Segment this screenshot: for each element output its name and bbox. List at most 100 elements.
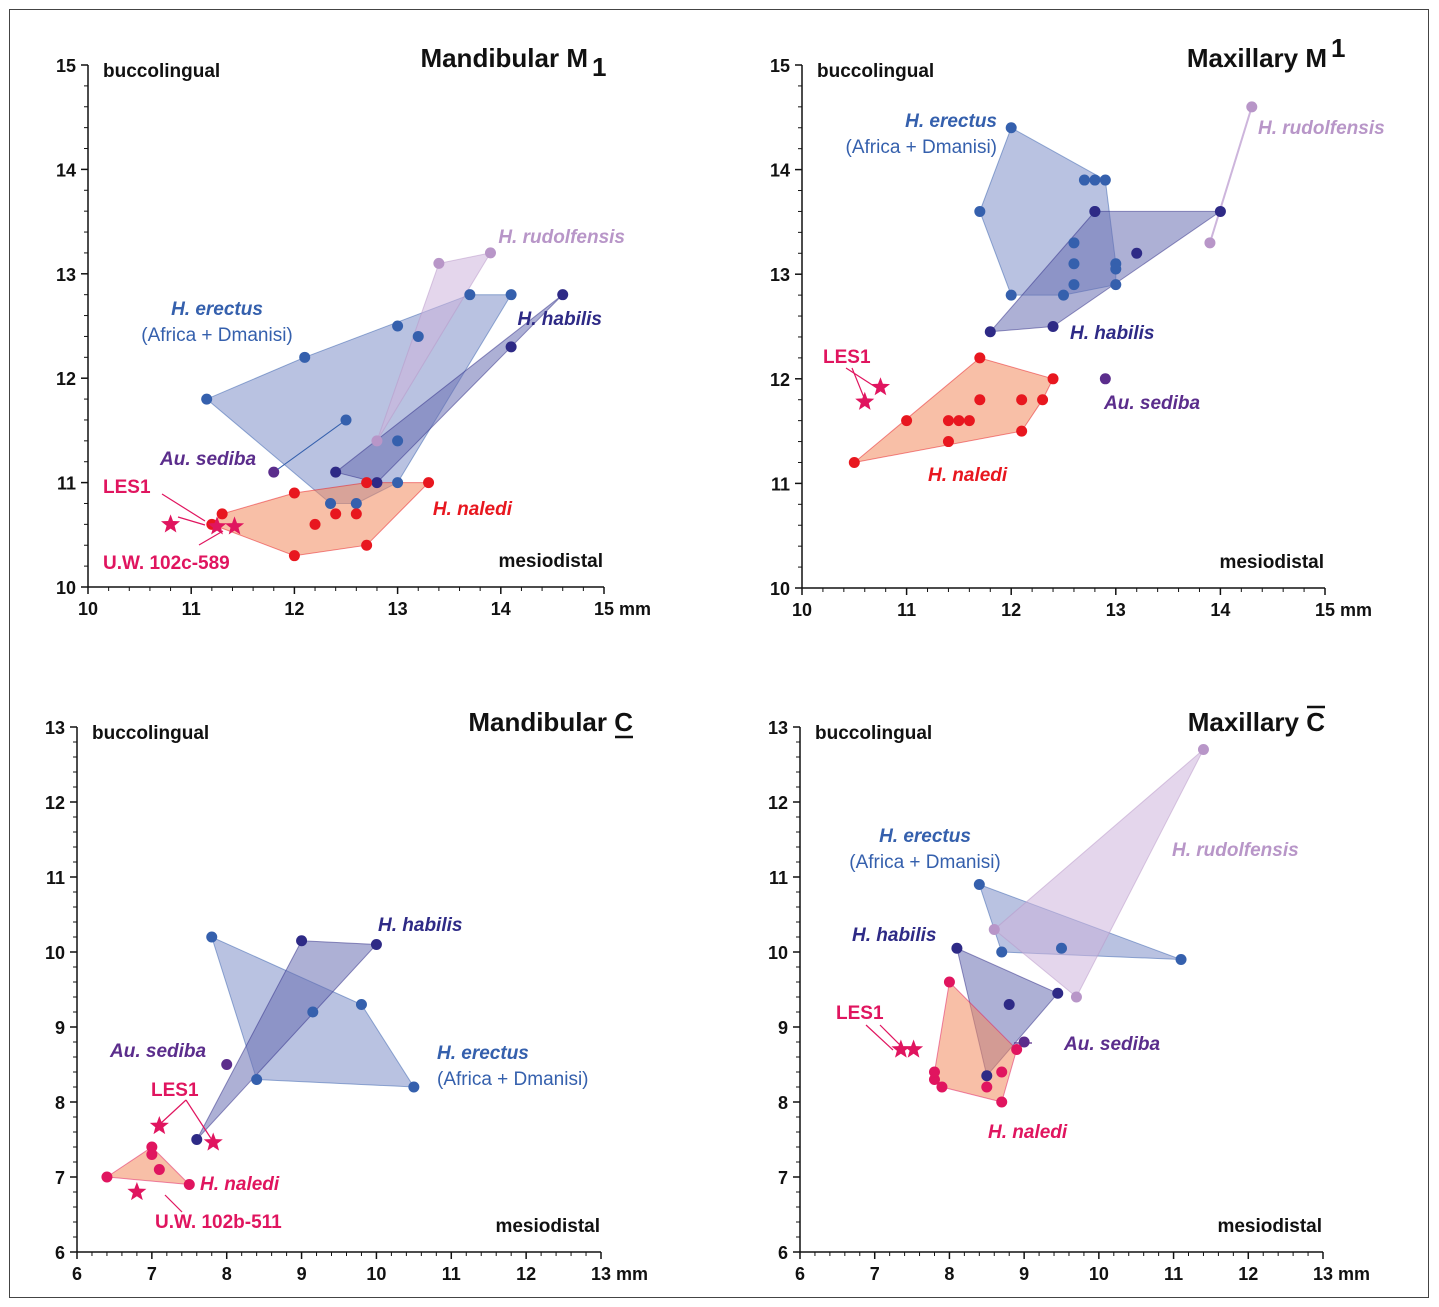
series-h-erectus xyxy=(974,122,1122,301)
series-label-u-w-102b-511: U.W. 102b-511 xyxy=(155,1212,282,1233)
data-point xyxy=(901,415,913,427)
data-point xyxy=(392,320,404,332)
data-point xyxy=(974,352,986,364)
data-point xyxy=(392,477,404,489)
data-point xyxy=(1078,174,1090,186)
y-tick-label: 15 xyxy=(770,56,790,76)
series-h-erectus xyxy=(973,879,1187,965)
data-point xyxy=(464,289,476,301)
series-label-h-naledi: H. naledi xyxy=(928,465,1008,486)
data-point xyxy=(355,999,367,1010)
data-point xyxy=(942,415,954,427)
series-u-w-102c-589 xyxy=(161,514,181,533)
label-leader xyxy=(164,1194,183,1213)
data-point xyxy=(191,1134,203,1145)
series-label-les1: LES1 xyxy=(823,347,871,368)
data-point xyxy=(1068,279,1080,291)
y-tick-label: 12 xyxy=(768,793,788,813)
series-label-h-naledi: H. naledi xyxy=(200,1174,280,1195)
y-tick-label: 6 xyxy=(778,1243,788,1263)
data-point xyxy=(1175,954,1187,965)
data-point xyxy=(1047,373,1059,385)
data-point xyxy=(973,879,985,890)
range-polygons xyxy=(934,749,1204,1103)
data-point xyxy=(1089,174,1101,186)
label-leader xyxy=(177,516,206,526)
data-point xyxy=(1068,237,1080,249)
range-polygons xyxy=(205,252,564,557)
star-point xyxy=(149,1116,169,1135)
chart-title-index: 1 xyxy=(1331,33,1345,63)
h-habilis-range xyxy=(334,294,564,484)
y-tick-label: 8 xyxy=(778,1093,788,1113)
data-point xyxy=(974,394,986,406)
data-point xyxy=(988,924,1000,935)
h-naledi-range xyxy=(210,482,430,557)
data-point xyxy=(1037,394,1049,406)
data-point xyxy=(309,518,321,530)
data-point xyxy=(1131,247,1143,259)
y-axis-label: buccolingual xyxy=(815,723,932,744)
x-tick-label: 6 xyxy=(795,1264,805,1284)
h-habilis-range xyxy=(196,940,378,1140)
label-leader xyxy=(865,1024,894,1051)
data-point xyxy=(268,466,280,478)
chart-title: Mandibular C xyxy=(468,707,633,739)
h-naledi-range xyxy=(105,1146,191,1186)
y-tick-label: 7 xyxy=(778,1168,788,1188)
data-point xyxy=(1214,205,1226,217)
series-label-h-habilis: H. habilis xyxy=(518,309,602,330)
y-tick-label: 12 xyxy=(770,370,790,390)
series-u-w-102b-511 xyxy=(127,1182,147,1201)
y-tick-label: 8 xyxy=(55,1093,65,1113)
series-sublabel: (Africa + Dmanisi) xyxy=(437,1069,589,1090)
series-au-sediba xyxy=(1099,373,1111,385)
series-h-naledi xyxy=(928,976,1023,1108)
series-sublabel: (Africa + Dmanisi) xyxy=(846,137,998,158)
series-label-les1: LES1 xyxy=(151,1080,199,1101)
data-point xyxy=(370,939,382,950)
data-point xyxy=(996,946,1008,958)
data-point xyxy=(408,1081,420,1093)
x-tick-label: 10 xyxy=(366,1264,386,1284)
data-point xyxy=(350,497,362,509)
data-point xyxy=(412,330,424,342)
series-label-h-rudolfensis: H. rudolfensis xyxy=(498,227,625,248)
data-point xyxy=(1016,394,1028,406)
data-point xyxy=(101,1171,113,1183)
data-point xyxy=(361,539,373,551)
x-tick-label: 13 mm xyxy=(591,1264,648,1284)
x-axis-label: mesiodistal xyxy=(498,551,603,572)
y-axis-label: buccolingual xyxy=(103,61,220,82)
series-sublabel: (Africa + Dmanisi) xyxy=(849,852,1001,873)
data-point xyxy=(1003,999,1015,1010)
chart-title-text: Mandibular M xyxy=(420,43,588,73)
x-tick-label: 8 xyxy=(222,1264,232,1284)
data-point xyxy=(1068,258,1080,270)
data-point xyxy=(848,456,860,468)
x-tick-label: 11 xyxy=(442,1264,461,1284)
x-tick-label: 8 xyxy=(944,1264,954,1284)
series-label-h-habilis: H. habilis xyxy=(852,925,936,946)
data-point xyxy=(201,393,213,405)
data-point xyxy=(423,477,435,489)
y-tick-label: 6 xyxy=(55,1243,65,1263)
sediba-connector xyxy=(273,419,347,473)
chart-title-text: Maxillary C xyxy=(1188,707,1326,737)
series-h-naledi xyxy=(206,477,435,562)
data-point xyxy=(146,1149,158,1160)
y-tick-label: 13 xyxy=(770,265,790,285)
x-tick-label: 12 xyxy=(1001,600,1021,620)
x-tick-label: 11 xyxy=(182,599,201,619)
data-point xyxy=(1110,279,1122,291)
series-label-les1: LES1 xyxy=(836,1003,884,1024)
x-tick-label: 6 xyxy=(72,1264,82,1284)
chart-title-text: Maxillary M xyxy=(1187,43,1327,73)
star-point xyxy=(225,516,245,535)
series-label-h-naledi: H. naledi xyxy=(433,499,513,520)
y-tick-label: 10 xyxy=(768,943,788,963)
data-point xyxy=(984,326,996,338)
series-h-rudolfensis xyxy=(1204,101,1258,249)
